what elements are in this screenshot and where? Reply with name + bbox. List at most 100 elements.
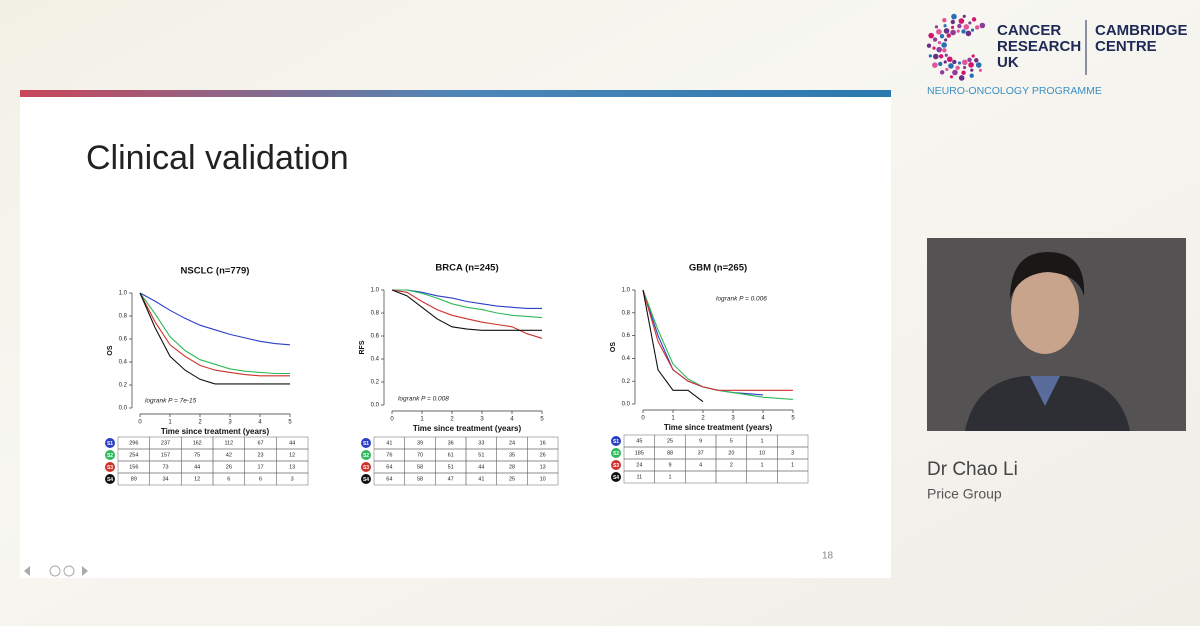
survival-curve [139,292,290,385]
risk-count: 162 [193,440,202,446]
legend-marker [105,462,115,472]
legend-label: S1 [613,439,619,445]
risk-count: 112 [224,440,233,446]
legend-marker [611,436,621,446]
x-tick-label: 2 [198,420,202,426]
logo-dot [957,23,962,29]
programme: NEURO-ONCOLOGY PROGRAMME [927,85,1102,97]
legend-marker [361,462,371,472]
risk-count: 44 [194,464,200,470]
logo-dot [948,63,954,69]
chart-title: GBM (n=265) [689,263,747,274]
risk-count: 6 [227,476,230,482]
risk-count: 1 [668,474,671,480]
risk-count: 3 [291,476,294,482]
logo-dot [971,54,975,58]
logo-dot [979,22,986,29]
y-tick-label: 0.2 [622,379,631,385]
logo-dot [952,69,958,76]
x-tick-label: 2 [450,417,454,423]
speaker-group: Price Group [927,486,1002,502]
logo-dot [928,32,934,39]
risk-count: 64 [386,476,392,482]
logo-dot [937,41,942,45]
y-axis-label: OS [107,345,114,355]
risk-count: 9 [668,462,671,468]
x-tick-label: 2 [701,416,705,422]
legend-label: S4 [363,477,369,483]
risk-count: 10 [759,450,765,456]
logo-dot [946,33,951,38]
risk-count: 42 [226,452,232,458]
risk-count: 58 [417,464,423,470]
chart-title: NSCLC (n=779) [181,266,250,277]
risk-count: 13 [540,464,546,470]
logo-dot [958,18,965,24]
logo-dot [968,21,972,25]
x-tick-label: 4 [258,420,262,426]
survival-curve [139,292,291,346]
survival-curve [392,289,542,309]
survival-curve [642,289,704,403]
legend-marker [361,474,371,484]
slide-nav[interactable] [24,565,88,577]
logo-dot [950,19,956,25]
legend-marker [611,472,621,482]
logo-dot [934,25,939,29]
risk-count: 73 [162,464,168,470]
risk-count: 41 [386,440,392,446]
logo-dot [933,53,939,60]
risk-count: 12 [194,476,200,482]
survival-curve [642,289,793,391]
speaker-name: Dr Chao Li [927,459,1018,480]
risk-count: 61 [448,452,454,458]
risk-count: 11 [636,474,642,480]
logo-dot [974,25,980,30]
logo-dot [950,29,956,36]
risk-count: 26 [540,452,546,458]
y-tick-label: 0.8 [371,311,380,317]
page-number: 18 [822,551,834,562]
logo-dot [942,48,947,53]
legend-label: S2 [613,451,619,457]
risk-count: 254 [129,452,138,458]
y-tick-label: 0.4 [622,356,631,362]
table-cell [777,470,809,484]
risk-count: 10 [540,476,546,482]
x-tick-label: 4 [510,417,514,423]
km-chart: GBM (n=265)0.00.20.40.60.81.00 1 2 3 4 5Time … [610,263,809,484]
survival-curve [139,292,290,377]
risk-count: 47 [448,476,454,482]
logo-dot [938,61,943,67]
risk-count: 24 [636,462,642,468]
risk-count: 51 [448,464,454,470]
risk-count: 58 [417,476,423,482]
x-tick-label: 1 [168,420,172,426]
risk-count: 20 [728,450,734,456]
risk-count: 24 [509,440,515,446]
toolbar-strip [20,90,891,97]
logo [926,13,986,81]
survival-curve [392,289,543,319]
logo-dot [936,28,942,35]
x-tick-label: 3 [731,416,735,422]
logo-dot [932,37,938,42]
risk-count: 28 [509,464,515,470]
legend-marker [361,438,371,448]
risk-count: 23 [257,452,263,458]
logo-dot [961,59,968,66]
legend-marker [105,450,115,460]
risk-count: 16 [540,440,546,446]
centre-name: CENTRE [1095,38,1157,55]
risk-count: 1 [791,462,794,468]
y-tick-label: 0.0 [622,402,631,408]
survival-curve [391,289,543,339]
risk-count: 34 [162,476,168,482]
y-axis-label: OS [610,342,617,352]
y-tick-label: 0.6 [119,337,128,343]
legend-label: S1 [363,441,369,447]
risk-count: 44 [289,440,295,446]
risk-count: 89 [131,476,137,482]
x-tick-label: 5 [540,417,544,423]
